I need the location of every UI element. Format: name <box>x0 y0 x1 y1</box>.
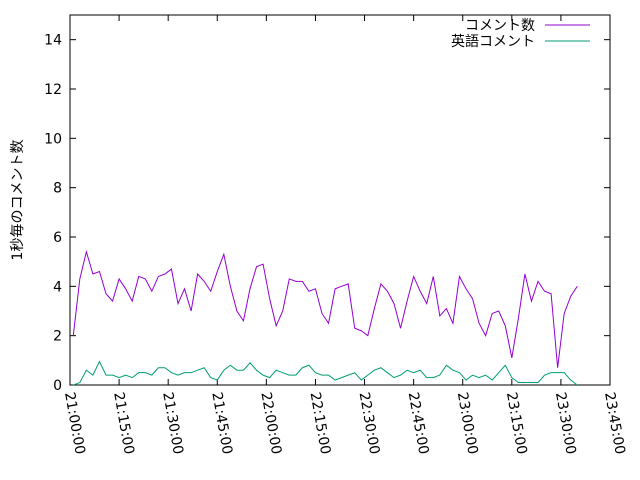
x-tick-label: 21:30:00 <box>159 391 186 456</box>
x-tick-label: 22:45:00 <box>405 391 432 456</box>
series-line <box>72 249 578 368</box>
y-axis-label: 1秒毎のコメント数 <box>10 140 26 261</box>
x-tick-label: 23:45:00 <box>601 391 628 456</box>
x-tick-label: 23:00:00 <box>454 391 481 456</box>
legend-label: コメント数 <box>465 18 535 34</box>
y-tick-label: 14 <box>44 33 62 49</box>
x-tick-label: 21:15:00 <box>110 391 137 456</box>
x-tick-label: 22:15:00 <box>307 391 334 456</box>
y-tick-label: 6 <box>53 230 62 246</box>
y-tick-label: 12 <box>44 82 62 98</box>
y-tick-label: 10 <box>44 131 62 147</box>
x-tick-label: 22:00:00 <box>257 391 284 456</box>
y-tick-label: 0 <box>53 378 62 394</box>
x-tick-label: 22:30:00 <box>356 391 383 456</box>
plot-border <box>69 14 611 386</box>
y-tick-label: 8 <box>53 181 62 197</box>
series-line <box>73 360 578 386</box>
y-tick-label: 2 <box>53 329 62 345</box>
x-tick-label: 21:45:00 <box>208 391 235 456</box>
x-tick-label: 23:15:00 <box>503 391 530 456</box>
x-tick-label: 21:00:00 <box>61 391 88 456</box>
x-tick-label: 23:30:00 <box>552 391 579 456</box>
y-tick-label: 4 <box>53 279 62 295</box>
legend-label: 英語コメント <box>451 33 535 50</box>
